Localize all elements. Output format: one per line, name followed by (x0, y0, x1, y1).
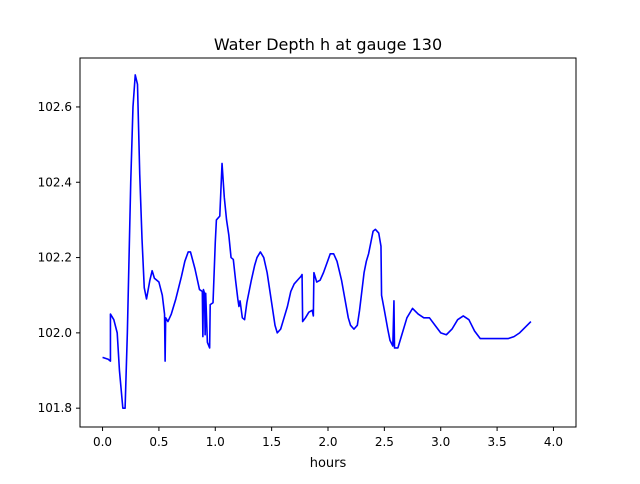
y-tick-label: 102.2 (38, 251, 72, 265)
x-axis-label: hours (310, 456, 347, 471)
x-tick-label: 0.5 (149, 435, 168, 449)
series-line (102, 74, 532, 409)
y-axis: 101.8 102.0 102.2 102.4 102.6 (38, 100, 80, 415)
x-tick-label: 3.5 (488, 435, 507, 449)
y-tick-label: 102.0 (38, 326, 72, 340)
x-tick-label: 1.0 (206, 435, 225, 449)
chart-title: Water Depth h at gauge 130 (214, 35, 442, 54)
x-axis: 0.0 0.5 1.0 1.5 2.0 2.5 3.0 3.5 4.0 (93, 427, 563, 449)
x-tick-label: 2.5 (375, 435, 394, 449)
x-tick-label: 1.5 (262, 435, 281, 449)
x-tick-label: 3.0 (431, 435, 450, 449)
x-tick-label: 0.0 (93, 435, 112, 449)
x-tick-label: 2.0 (318, 435, 337, 449)
y-tick-label: 102.4 (38, 175, 72, 189)
plot-area (102, 74, 532, 409)
x-tick-label: 4.0 (544, 435, 563, 449)
y-tick-label: 102.6 (38, 100, 72, 114)
y-tick-label: 101.8 (38, 401, 72, 415)
